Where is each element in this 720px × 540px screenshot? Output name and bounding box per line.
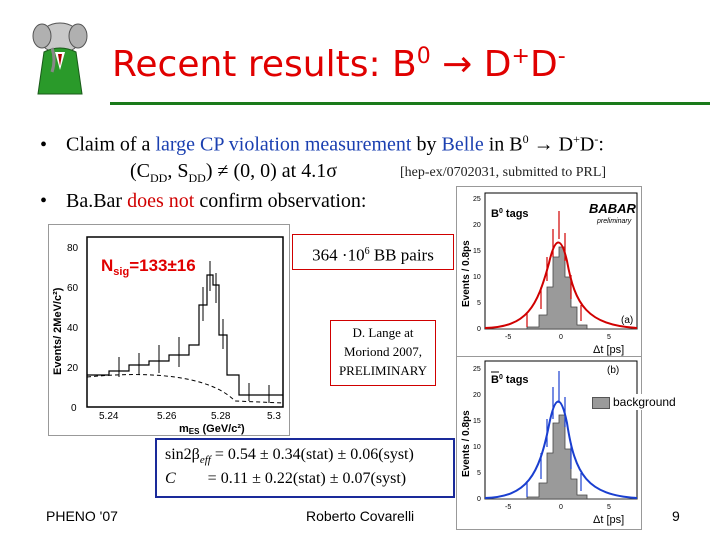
babar-b0bar-tags-plot: 0 5 10 15 20 25 -5 0 5 Δt [ps] Events / … bbox=[456, 356, 642, 530]
bullet-claim: • Claim of a large CP violation measureme… bbox=[40, 132, 604, 156]
conference-logo bbox=[22, 18, 102, 98]
rt-xlabel: Δt [ps] bbox=[593, 344, 624, 356]
y-tick-60: 60 bbox=[67, 283, 79, 294]
rb-ytick-25: 25 bbox=[473, 366, 481, 373]
reference-note: [hep-ex/0702031, submitted to PRL] bbox=[400, 165, 607, 180]
rb-xtick-5: 5 bbox=[607, 504, 611, 511]
babar-preliminary: preliminary bbox=[596, 218, 632, 225]
title-underline bbox=[110, 102, 710, 105]
rb-tag-label: B0 tags bbox=[491, 374, 529, 386]
x-tick-524: 5.24 bbox=[99, 411, 119, 422]
bullet-babar: • Ba.Bar does not confirm observation: bbox=[40, 190, 367, 212]
rt-ytick-20: 20 bbox=[473, 222, 481, 229]
sin2beta-result: sin2βeff = 0.54 ± 0.34(stat) ± 0.06(syst… bbox=[165, 446, 414, 467]
lange-box: D. Lange at Moriond 2007, PRELIMINARY bbox=[330, 320, 436, 386]
rb-ylabel: Events / 0.8ps bbox=[461, 410, 472, 477]
slide-title: Recent results: B0 → D+D- bbox=[112, 44, 566, 85]
c-result: C = 0.11 ± 0.22(stat) ± 0.07(syst) bbox=[165, 470, 407, 487]
bullet-claim-line2: (CDD, SDD) ≠ (0, 0) at 4.1σ bbox=[130, 160, 337, 185]
background-swatch bbox=[592, 396, 610, 409]
rt-ylabel: Events / 0.8ps bbox=[461, 240, 472, 307]
footer-conference: PHENO '07 bbox=[46, 508, 118, 524]
results-box: sin2βeff = 0.54 ± 0.34(stat) ± 0.06(syst… bbox=[155, 438, 455, 498]
rb-ytick-20: 20 bbox=[473, 392, 481, 399]
rb-ytick-5: 5 bbox=[477, 470, 481, 477]
y-axis-label: Events/ 2MeV/c²) bbox=[52, 287, 64, 375]
babar-logo: BABAR bbox=[589, 201, 637, 216]
rt-ytick-10: 10 bbox=[473, 274, 481, 281]
y-tick-0: 0 bbox=[71, 403, 77, 414]
rt-ytick-25: 25 bbox=[473, 196, 481, 203]
rt-ytick-0: 0 bbox=[477, 326, 481, 333]
rb-xlabel: Δt [ps] bbox=[593, 514, 624, 526]
rb-xtick-0: 0 bbox=[559, 504, 563, 511]
rb-xtick-m5: -5 bbox=[505, 504, 511, 511]
x-tick-53: 5.3 bbox=[267, 411, 281, 422]
page-number: 9 bbox=[672, 508, 680, 524]
rt-xtick-m5: -5 bbox=[505, 334, 511, 341]
rb-ytick-15: 15 bbox=[473, 418, 481, 425]
pairs-box: 364 ·106 BB pairs bbox=[292, 234, 454, 270]
rt-tag-label: B0 tags bbox=[491, 208, 529, 220]
x-tick-526: 5.26 bbox=[157, 411, 177, 422]
rt-ytick-5: 5 bbox=[477, 300, 481, 307]
y-tick-20: 20 bbox=[67, 363, 79, 374]
y-tick-80: 80 bbox=[67, 243, 79, 254]
y-tick-40: 40 bbox=[67, 323, 79, 334]
nsig-label: Nsig=133±16 bbox=[101, 256, 196, 278]
rb-panel-label: (b) bbox=[607, 365, 619, 376]
footer-author: Roberto Covarelli bbox=[306, 508, 415, 524]
rb-ytick-10: 10 bbox=[473, 444, 481, 451]
babar-b0-tags-plot: 0 5 10 15 20 25 -5 0 5 Δt [ps] Events / … bbox=[456, 186, 642, 358]
rt-xtick-5: 5 bbox=[607, 334, 611, 341]
x-tick-528: 5.28 bbox=[211, 411, 231, 422]
rb-ytick-0: 0 bbox=[477, 496, 481, 503]
background-legend: background bbox=[590, 394, 678, 410]
rt-panel-label: (a) bbox=[621, 315, 633, 326]
rt-ytick-15: 15 bbox=[473, 248, 481, 255]
x-axis-label: mES (GeV/c²) bbox=[179, 423, 245, 435]
rt-xtick-0: 0 bbox=[559, 334, 563, 341]
belle-mes-plot: 0 20 40 60 80 5.24 5.26 5.28 5.3 mES (Ge… bbox=[48, 224, 290, 436]
